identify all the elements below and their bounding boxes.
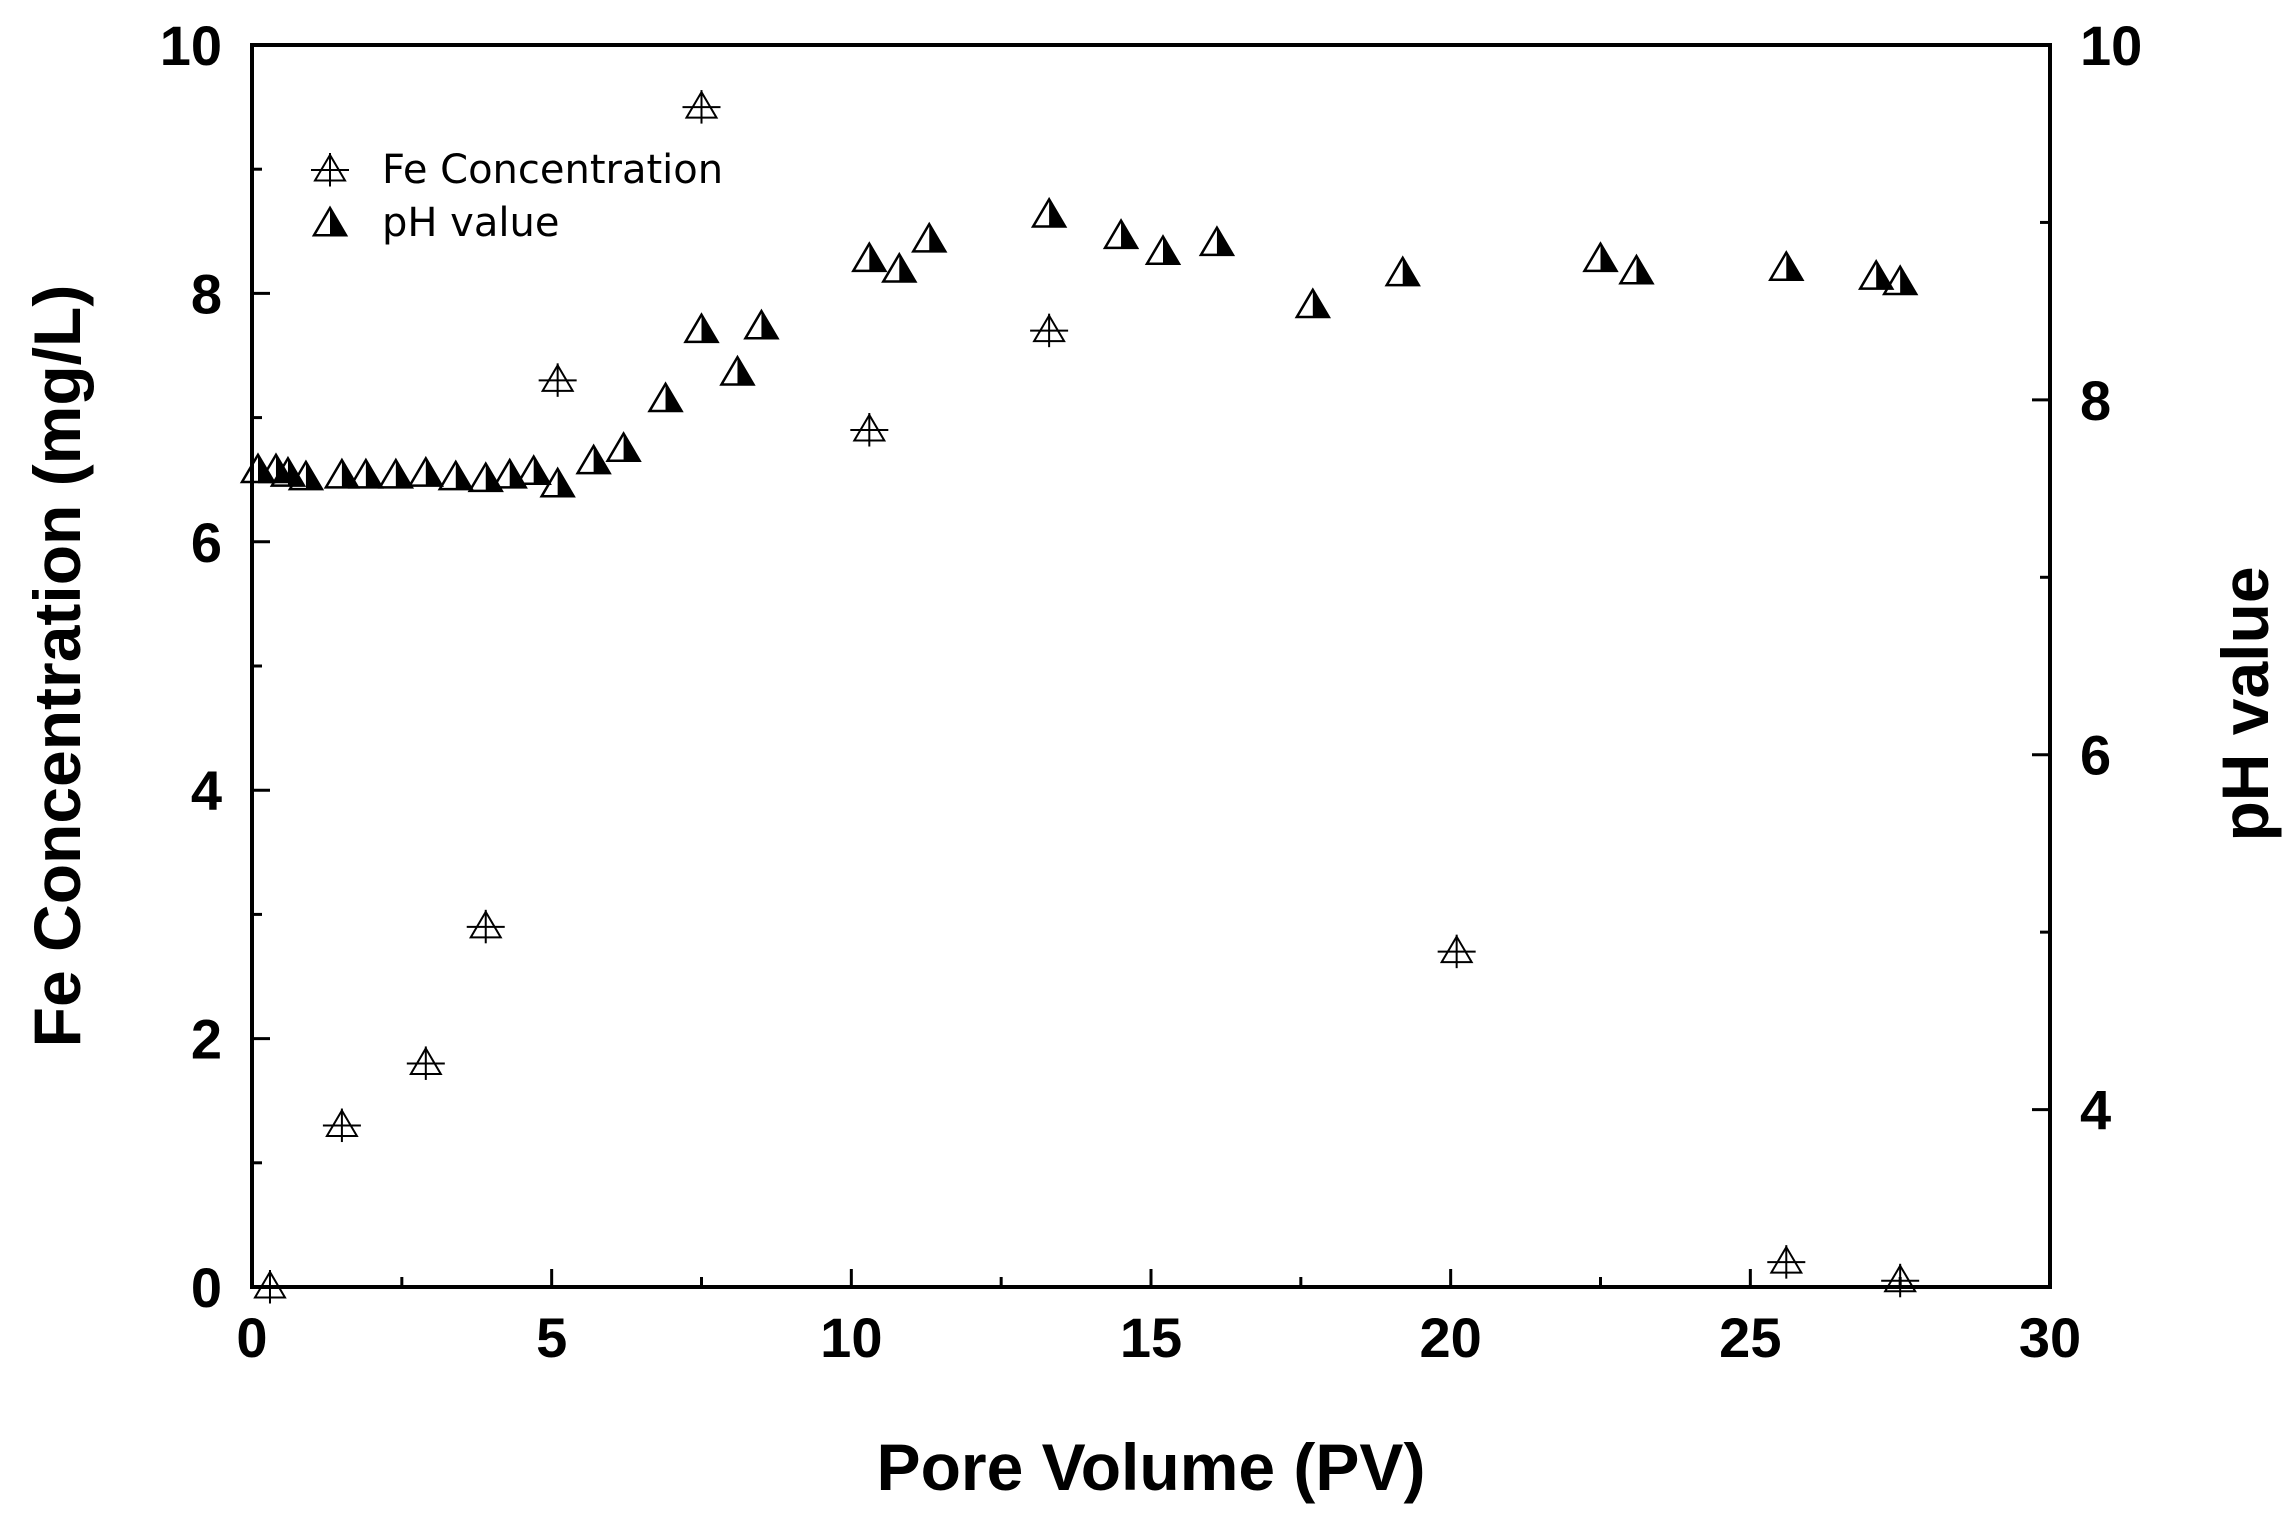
legend: Fe Concentration pH value	[311, 147, 723, 246]
ph-value-point	[1768, 250, 1805, 282]
ph-value-point	[539, 466, 576, 498]
fe-concentration-point	[682, 90, 721, 124]
ph-value-point	[1582, 241, 1619, 273]
ph-value-point	[515, 454, 552, 486]
legend-marker-fe-concentration	[311, 153, 349, 187]
ph-value-point	[347, 457, 385, 489]
y-left-tick-label: 10	[160, 14, 222, 77]
y-left-tick-label: 6	[191, 511, 222, 574]
y-right-axis-ticks: 4 6 8 10	[2032, 14, 2142, 1289]
ph-value-point	[647, 381, 684, 413]
fe-concentration-point	[250, 1270, 289, 1304]
ph-value-series	[239, 196, 1919, 498]
ph-value-point	[287, 459, 325, 491]
fe-concentration-point	[322, 1108, 361, 1143]
x-tick-label: 25	[1719, 1306, 1781, 1369]
ph-value-point	[1881, 264, 1919, 296]
ph-value-point	[1198, 225, 1236, 257]
y-right-tick-label: 6	[2080, 724, 2111, 787]
x-tick-label: 15	[1120, 1306, 1182, 1369]
ph-value-point	[467, 461, 504, 493]
ph-value-point	[1384, 255, 1421, 287]
ph-value-point	[1858, 258, 1895, 290]
ph-value-point	[1144, 234, 1182, 266]
x-tick-label: 5	[536, 1306, 567, 1369]
y-left-tick-label: 8	[191, 262, 222, 325]
ph-value-point	[491, 457, 528, 489]
y-right-tick-label: 4	[2080, 1079, 2111, 1142]
ph-value-point	[377, 457, 415, 489]
y-left-axis-title: Fe Concentration (mg/L)	[20, 285, 94, 1048]
x-axis-title: Pore Volume (PV)	[877, 1430, 1426, 1504]
ph-value-point	[1102, 218, 1140, 250]
fe-concentration-point	[466, 909, 505, 944]
ph-value-point	[683, 312, 720, 344]
fe-concentration-point	[1881, 1263, 1920, 1298]
ph-value-point	[743, 308, 780, 340]
legend-symbol-fe-concentration	[311, 153, 349, 187]
ph-value-point	[605, 431, 642, 462]
ph-value-point	[911, 221, 948, 253]
fe-concentration-series	[250, 90, 1920, 1304]
fe-concentration-point	[1767, 1245, 1806, 1279]
y-left-tick-label: 0	[191, 1256, 222, 1319]
y-left-tick-label: 2	[191, 1008, 222, 1071]
ph-value-point	[1030, 196, 1068, 228]
fe-concentration-point	[850, 413, 889, 447]
ph-value-point	[1618, 253, 1655, 285]
fe-concentration-point	[406, 1046, 445, 1080]
ph-value-point	[851, 241, 888, 273]
ph-value-point	[407, 455, 444, 487]
x-axis-ticks: 0 5 10 15 20 25 30	[236, 1269, 2081, 1369]
y-left-tick-label: 4	[191, 759, 222, 822]
legend-label-fe-concentration: Fe Concentration	[382, 147, 723, 193]
ph-value-point	[719, 354, 756, 386]
x-tick-label: 20	[1420, 1306, 1482, 1369]
ph-value-point	[239, 452, 277, 484]
ph-value-point	[437, 459, 474, 491]
ph-value-point	[575, 443, 612, 475]
ph-value-point	[881, 251, 918, 283]
legend-label-ph-value: pH value	[382, 200, 559, 246]
fe-concentration-point	[1030, 313, 1069, 348]
ph-value-point	[1294, 287, 1332, 319]
x-tick-label: 0	[236, 1306, 267, 1369]
fe-concentration-point	[538, 363, 577, 397]
ph-value-point	[269, 455, 307, 487]
legend-symbol-ph-value	[311, 205, 349, 237]
y-right-axis-title: pH value	[2208, 566, 2282, 841]
legend-marker-ph-value	[311, 205, 349, 237]
y-left-axis-ticks: 0 2 4 6 8 10	[160, 14, 270, 1319]
x-tick-label: 30	[2019, 1306, 2081, 1369]
y-right-tick-label: 8	[2080, 369, 2111, 432]
x-tick-label: 10	[820, 1306, 882, 1369]
fe-concentration-point	[1437, 934, 1476, 969]
y-right-tick-label: 10	[2080, 14, 2142, 77]
